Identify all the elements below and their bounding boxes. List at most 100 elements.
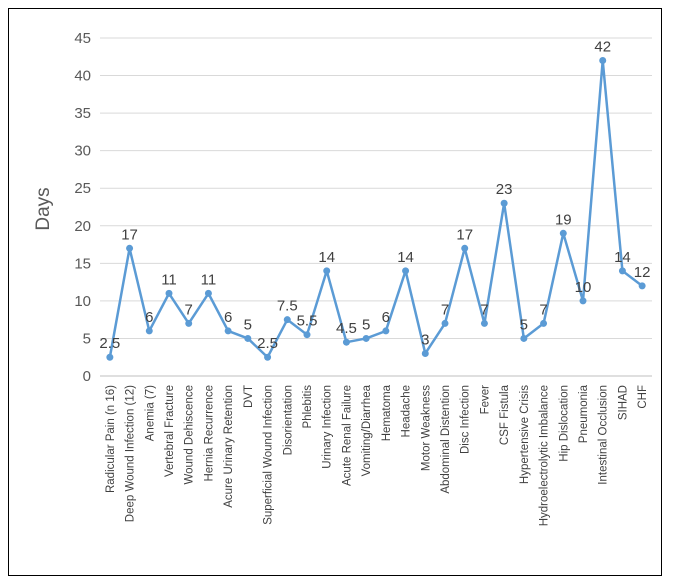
- y-tick-label: 30: [74, 143, 91, 160]
- data-point: [599, 57, 607, 65]
- x-category-label: Anemia (7): [144, 385, 156, 441]
- data-point: [323, 267, 331, 275]
- x-category-label: DVT: [243, 385, 255, 408]
- x-category-label: Headache: [401, 385, 413, 437]
- data-label: 5.5: [297, 313, 318, 330]
- x-category-label: Fever: [479, 385, 491, 415]
- data-label: 2.5: [257, 335, 278, 352]
- data-label: 7: [539, 301, 547, 318]
- data-label: 7.5: [277, 298, 298, 315]
- data-label: 5: [520, 316, 528, 333]
- data-label: 4.5: [336, 320, 357, 337]
- data-label: 17: [121, 226, 138, 243]
- data-label: 6: [224, 309, 232, 326]
- data-label: 11: [161, 271, 177, 288]
- y-axis-title: Days: [33, 187, 54, 230]
- data-label: 6: [382, 309, 390, 326]
- data-point: [480, 319, 488, 327]
- data-point: [224, 327, 232, 335]
- x-category-label: Abdominal Distention: [440, 385, 452, 494]
- x-category-label: Hernia Recurrence: [203, 385, 215, 482]
- data-point: [126, 244, 134, 252]
- data-label: 17: [456, 226, 473, 243]
- y-axis-ticks: 0 5 10 15 20 25 30 35 40 45: [74, 30, 91, 385]
- data-label: 12: [634, 264, 651, 281]
- data-label: 7: [185, 301, 193, 318]
- x-category-label: Hydroelectrolytic Imbalance: [539, 385, 551, 526]
- y-tick-label: 0: [83, 368, 91, 385]
- x-category-label: Disc Infection: [460, 385, 472, 454]
- x-category-label: Hematoma: [381, 384, 393, 441]
- x-category-label: Acure Urinary Retention: [223, 385, 235, 508]
- data-point: [362, 334, 370, 342]
- x-category-label: CHF: [637, 385, 649, 409]
- data-label: 6: [145, 309, 153, 326]
- data-label: 23: [496, 181, 513, 198]
- data-label: 5: [244, 316, 252, 333]
- series-line: [108, 59, 643, 359]
- x-category-label: Acute Renal Failure: [341, 385, 353, 486]
- data-label: 7: [480, 301, 488, 318]
- data-point: [342, 338, 350, 346]
- x-category-label: Vomiting/Diarrhea: [361, 384, 373, 476]
- y-tick-label: 40: [74, 68, 91, 85]
- data-label: 3: [421, 331, 429, 348]
- y-tick-label: 25: [74, 180, 91, 197]
- data-label: 11: [201, 271, 217, 288]
- data-label: 14: [318, 249, 335, 266]
- x-category-label: Hypertensive Crisis: [519, 385, 531, 484]
- data-label: 14: [397, 249, 414, 266]
- x-category-label: SIHAD: [617, 385, 629, 420]
- data-label: 10: [575, 279, 592, 296]
- y-tick-label: 15: [74, 255, 91, 272]
- x-category-label: CSF Fistula: [499, 384, 511, 445]
- data-label: 42: [594, 39, 611, 56]
- chart-frame: Days 0 5 10 15 20 25 30 35 40 45 Radicular Pain (…: [8, 8, 662, 576]
- x-category-label: Disorientation: [282, 385, 294, 455]
- data-point: [500, 199, 508, 207]
- y-tick-label: 35: [74, 105, 91, 122]
- data-label: 14: [614, 249, 631, 266]
- data-label: 2.5: [99, 335, 120, 352]
- data-point: [145, 327, 153, 335]
- data-point: [441, 319, 449, 327]
- data-point: [421, 349, 429, 357]
- x-category-label: Motor Weakness: [420, 385, 432, 471]
- x-category-label: Radicular Pain (n 16): [105, 385, 117, 493]
- y-tick-label: 20: [74, 218, 91, 235]
- y-tick-label: 45: [74, 30, 91, 47]
- x-category-label: Deep Wound Infection (12): [125, 385, 137, 522]
- data-point: [283, 316, 291, 324]
- data-point: [579, 297, 587, 305]
- y-tick-label: 10: [74, 293, 91, 310]
- data-point: [559, 229, 567, 237]
- x-axis-categories: Radicular Pain (n 16) Deep Wound Infectio…: [105, 384, 649, 526]
- data-label: 5: [362, 316, 370, 333]
- data-point: [520, 334, 528, 342]
- gridlines: [100, 37, 652, 377]
- data-point: [382, 327, 390, 335]
- data-point: [185, 319, 193, 327]
- x-category-label: Pneumonia: [578, 384, 590, 443]
- x-category-label: Superficial Wound Infection: [263, 385, 275, 525]
- data-point: [106, 353, 114, 361]
- data-point: [618, 267, 626, 275]
- x-category-label: Vertebral Fracture: [164, 385, 176, 477]
- data-point: [165, 289, 173, 297]
- data-label: 7: [441, 301, 449, 318]
- data-point: [402, 267, 410, 275]
- data-point: [244, 334, 252, 342]
- data-point: [540, 319, 548, 327]
- x-category-label: Wound Dehiscence: [184, 385, 196, 485]
- data-point: [204, 289, 212, 297]
- data-series: [106, 57, 646, 361]
- data-point: [264, 353, 272, 361]
- x-category-label: Hip Dislocation: [558, 385, 570, 462]
- y-tick-label: 5: [83, 330, 91, 347]
- data-point: [638, 282, 646, 290]
- data-label: 19: [555, 211, 572, 228]
- x-category-label: Urinary Infection: [322, 385, 334, 469]
- x-category-label: Phlebitis: [302, 385, 314, 429]
